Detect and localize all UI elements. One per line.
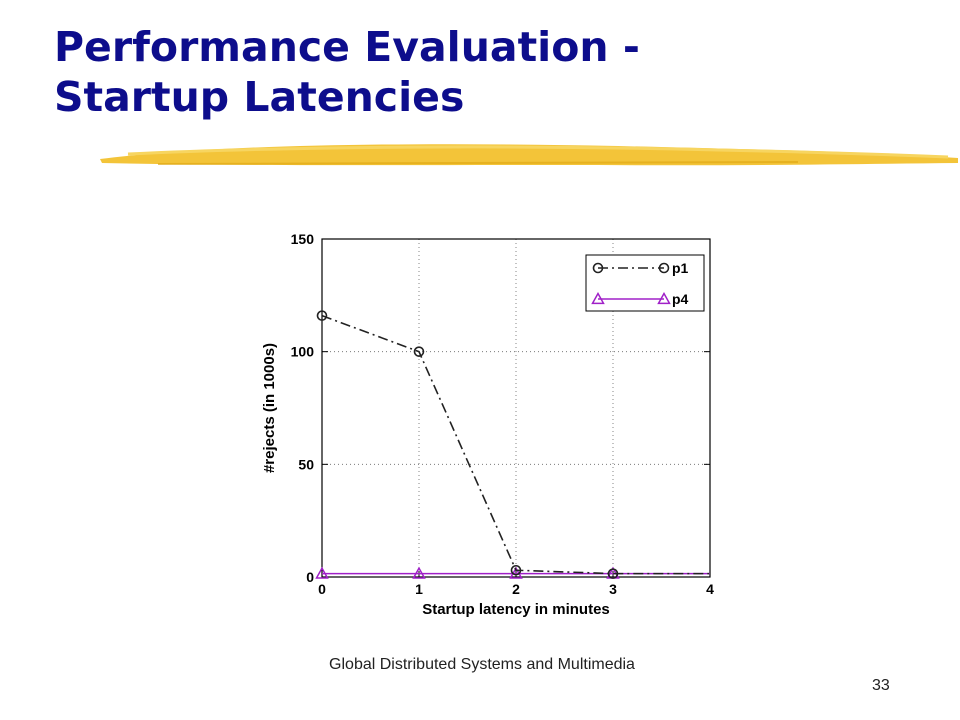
data-point-p1 bbox=[510, 564, 522, 576]
legend-marker-p1 bbox=[658, 262, 670, 274]
slide-title: Performance Evaluation - Startup Latenci… bbox=[54, 22, 640, 122]
axis-ticks: 0 1 2 3 4 0 50 100 150 bbox=[291, 231, 714, 597]
y-tick-label: 100 bbox=[291, 344, 315, 360]
legend-label-p1: p1 bbox=[672, 260, 689, 276]
x-tick-label: 2 bbox=[512, 581, 520, 597]
series-line-p1 bbox=[321, 314, 710, 575]
data-point-p1 bbox=[607, 568, 619, 579]
data-point-p4 bbox=[315, 566, 329, 579]
data-point-p1 bbox=[316, 310, 328, 321]
page-number: 33 bbox=[872, 677, 890, 694]
y-tick-label: 0 bbox=[306, 569, 314, 585]
x-tick-label: 4 bbox=[706, 581, 714, 597]
series bbox=[315, 310, 710, 579]
title-line-2: Startup Latencies bbox=[54, 73, 465, 121]
x-axis-label: Startup latency in minutes bbox=[422, 601, 610, 618]
series-p1 bbox=[316, 310, 710, 579]
y-tick-label: 150 bbox=[291, 231, 315, 247]
y-tick-label: 50 bbox=[298, 456, 314, 472]
legend-marker-p4 bbox=[591, 291, 605, 305]
data-point-p4 bbox=[412, 566, 426, 579]
x-tick-label: 1 bbox=[415, 581, 423, 597]
data-point-p1 bbox=[413, 346, 425, 357]
title-underline-brush-stroke bbox=[100, 144, 958, 166]
legend-label-p4: p4 bbox=[672, 291, 689, 307]
footer-text: Global Distributed Systems and Multimedi… bbox=[329, 656, 635, 673]
legend: p1 p4 bbox=[585, 254, 705, 312]
y-axis-label: #rejects (in 1000s) bbox=[261, 343, 278, 473]
legend-box bbox=[585, 254, 705, 312]
x-tick-label: 3 bbox=[609, 581, 617, 597]
x-tick-label: 0 bbox=[318, 581, 326, 597]
chart: 0 1 2 3 4 0 50 100 150 p1 p4 Startup latency in m… bbox=[256, 226, 718, 624]
line-chart: 0 1 2 3 4 0 50 100 150 p1 p4 Startup latency in m… bbox=[261, 231, 714, 618]
legend-marker-p1 bbox=[592, 262, 604, 274]
legend-marker-p4 bbox=[657, 291, 671, 305]
title-line-1: Performance Evaluation - bbox=[54, 23, 640, 71]
